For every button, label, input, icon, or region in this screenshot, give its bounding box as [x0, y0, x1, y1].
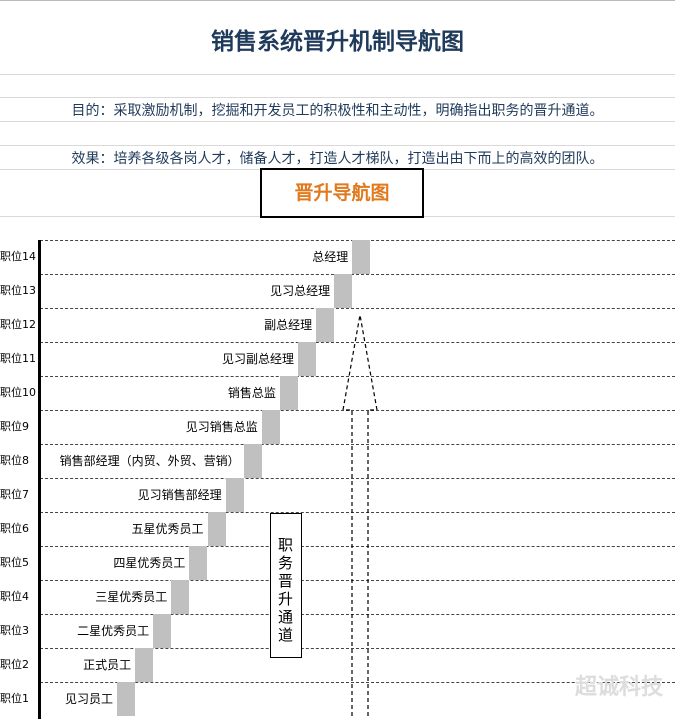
position-label: 职位3 [0, 624, 29, 637]
ladder-step [135, 648, 154, 682]
ladder-row [40, 512, 675, 547]
position-label: 职位14 [0, 250, 36, 263]
nav-title-box: 晋升导航图 [260, 168, 424, 218]
job-title: 见习员工 [64, 692, 113, 706]
ladder-step [279, 376, 298, 410]
page-title: 销售系统晋升机制导航图 [211, 29, 464, 55]
ladder-step [334, 274, 353, 308]
position-label: 职位5 [0, 556, 29, 569]
ladder-step [153, 614, 172, 648]
ladder-row [40, 580, 675, 615]
position-label: 职位9 [0, 420, 29, 433]
job-title: 总经理 [312, 250, 349, 264]
ladder-row [40, 342, 675, 377]
ladder-row [40, 546, 675, 581]
watermark: 超诚科技 [574, 675, 663, 700]
job-title: 副总经理 [264, 318, 313, 332]
job-title: 见习销售部经理 [137, 488, 222, 502]
job-title: 见习销售总监 [185, 420, 258, 434]
position-label: 职位12 [0, 318, 36, 331]
purpose-text: 目的：采取激励机制，挖掘和开发员工的积极性和主动性，明确指出职务的晋升通道。 [71, 103, 604, 119]
ladder-row [40, 376, 675, 411]
job-title: 见习副总经理 [221, 352, 294, 366]
ladder-row [40, 478, 675, 513]
job-title: 二星优秀员工 [77, 624, 150, 638]
job-title: 见习总经理 [270, 284, 331, 298]
position-label: 职位13 [0, 284, 36, 297]
position-label: 职位7 [0, 488, 29, 501]
ladder-row [40, 614, 675, 649]
position-label: 职位2 [0, 658, 29, 671]
position-label: 职位1 [0, 692, 29, 705]
ladder-axis [38, 240, 41, 719]
ladder-step [171, 580, 190, 614]
job-title: 销售部经理（内贸、外贸、营销） [59, 454, 240, 468]
ladder-row [40, 682, 675, 717]
ladder-row [40, 308, 675, 343]
position-label: 职位8 [0, 454, 29, 467]
ladder-step [352, 240, 371, 274]
ladder-step [316, 308, 335, 342]
job-title: 四星优秀员工 [113, 556, 186, 570]
ladder-step [225, 478, 244, 512]
job-title: 三星优秀员工 [95, 590, 168, 604]
promotion-channel-label: 职务晋升通道 [270, 513, 302, 658]
ladder-row [40, 648, 675, 683]
ladder-row [40, 410, 675, 445]
ladder-step [243, 444, 262, 478]
position-label: 职位11 [0, 352, 36, 365]
ladder-step [261, 410, 280, 444]
ladder-step [117, 682, 135, 716]
position-label: 职位4 [0, 590, 29, 603]
ladder-row [40, 274, 675, 309]
job-title: 正式员工 [83, 658, 132, 672]
ladder-step [207, 512, 226, 546]
effect-text: 效果：培养各级各岗人才，储备人才，打造人才梯队，打造出由下而上的高效的团队。 [71, 151, 604, 167]
ladder-step [189, 546, 208, 580]
job-title: 销售总监 [227, 386, 276, 400]
ladder-step [298, 342, 316, 376]
job-title: 五星优秀员工 [131, 522, 204, 536]
position-label: 职位6 [0, 522, 29, 535]
position-label: 职位10 [0, 386, 36, 399]
ladder-row [40, 444, 675, 479]
